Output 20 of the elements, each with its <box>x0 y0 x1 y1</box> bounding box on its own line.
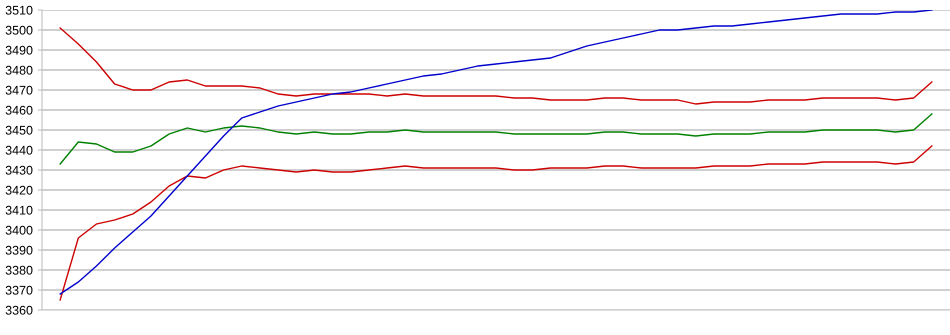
y-tick-label: 3510 <box>6 6 32 15</box>
y-tick-label: 3440 <box>6 146 32 155</box>
y-tick-label: 3410 <box>6 206 32 215</box>
y-tick-label: 3450 <box>6 126 32 135</box>
y-tick-label: 3380 <box>6 266 32 275</box>
line-series <box>59 113 933 165</box>
line-series <box>59 145 933 301</box>
y-tick-label: 3420 <box>6 186 32 195</box>
y-tick-label: 3360 <box>6 306 32 315</box>
y-tick-label: 3430 <box>6 166 32 175</box>
y-tick-label: 3390 <box>6 246 32 255</box>
y-tick-label: 3500 <box>6 26 32 35</box>
y-tick-label: 3470 <box>6 86 32 95</box>
y-tick-label: 3400 <box>6 226 32 235</box>
y-tick-label: 3480 <box>6 66 32 75</box>
y-tick-label: 3490 <box>6 46 32 55</box>
line-series <box>59 27 933 105</box>
y-tick-label: 3370 <box>6 286 32 295</box>
line-series <box>59 10 933 295</box>
y-tick-label: 3460 <box>6 106 32 115</box>
